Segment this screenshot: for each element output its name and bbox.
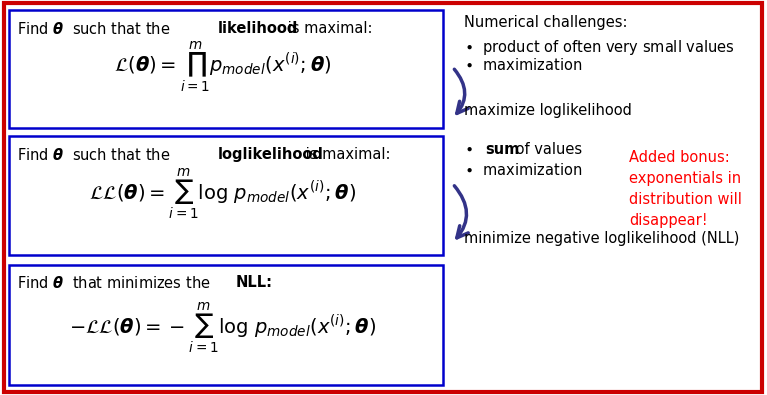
Text: $\bullet$  maximization: $\bullet$ maximization — [464, 162, 582, 178]
Text: minimize negative loglikelihood (NLL): minimize negative loglikelihood (NLL) — [464, 231, 739, 246]
Text: $\mathcal{L}(\boldsymbol{\theta}) = \prod_{i=1}^{m} p_{model}(x^{(i)}; \boldsymb: $\mathcal{L}(\boldsymbol{\theta}) = \pro… — [114, 40, 331, 95]
Text: Numerical challenges:: Numerical challenges: — [464, 15, 627, 30]
Text: is maximal:: is maximal: — [283, 21, 373, 36]
Text: $\mathcal{L}\mathcal{L}(\boldsymbol{\theta}) = \sum_{i=1}^{m} \log\, p_{model}(x: $\mathcal{L}\mathcal{L}(\boldsymbol{\the… — [89, 167, 356, 222]
Text: Find $\boldsymbol{\theta}$  such that the: Find $\boldsymbol{\theta}$ such that the — [17, 147, 171, 163]
Text: likelihood: likelihood — [218, 21, 298, 36]
FancyBboxPatch shape — [9, 10, 443, 128]
Text: $-\mathcal{L}\mathcal{L}(\boldsymbol{\theta}) = -\sum_{i=1}^{m} \log\, p_{model}: $-\mathcal{L}\mathcal{L}(\boldsymbol{\th… — [69, 301, 376, 356]
Text: sum: sum — [486, 142, 520, 157]
Text: $\bullet$  product of often very small values: $\bullet$ product of often very small va… — [464, 38, 735, 56]
FancyBboxPatch shape — [9, 136, 443, 255]
Text: is maximal:: is maximal: — [301, 147, 390, 162]
FancyBboxPatch shape — [4, 3, 762, 392]
Text: of values: of values — [511, 142, 582, 157]
Text: Find $\boldsymbol{\theta}$  that minimizes the: Find $\boldsymbol{\theta}$ that minimize… — [17, 275, 211, 291]
Text: Find $\boldsymbol{\theta}$  such that the: Find $\boldsymbol{\theta}$ such that the — [17, 21, 171, 37]
Text: $\bullet$  maximization: $\bullet$ maximization — [464, 57, 582, 73]
Text: $\bullet$: $\bullet$ — [464, 142, 480, 157]
Text: NLL:: NLL: — [235, 275, 272, 290]
FancyBboxPatch shape — [9, 265, 443, 385]
Text: loglikelihood: loglikelihood — [218, 147, 324, 162]
Text: Added bonus:
exponentials in
distribution will
disappear!: Added bonus: exponentials in distributio… — [629, 150, 742, 228]
Text: maximize loglikelihood: maximize loglikelihood — [464, 103, 632, 118]
